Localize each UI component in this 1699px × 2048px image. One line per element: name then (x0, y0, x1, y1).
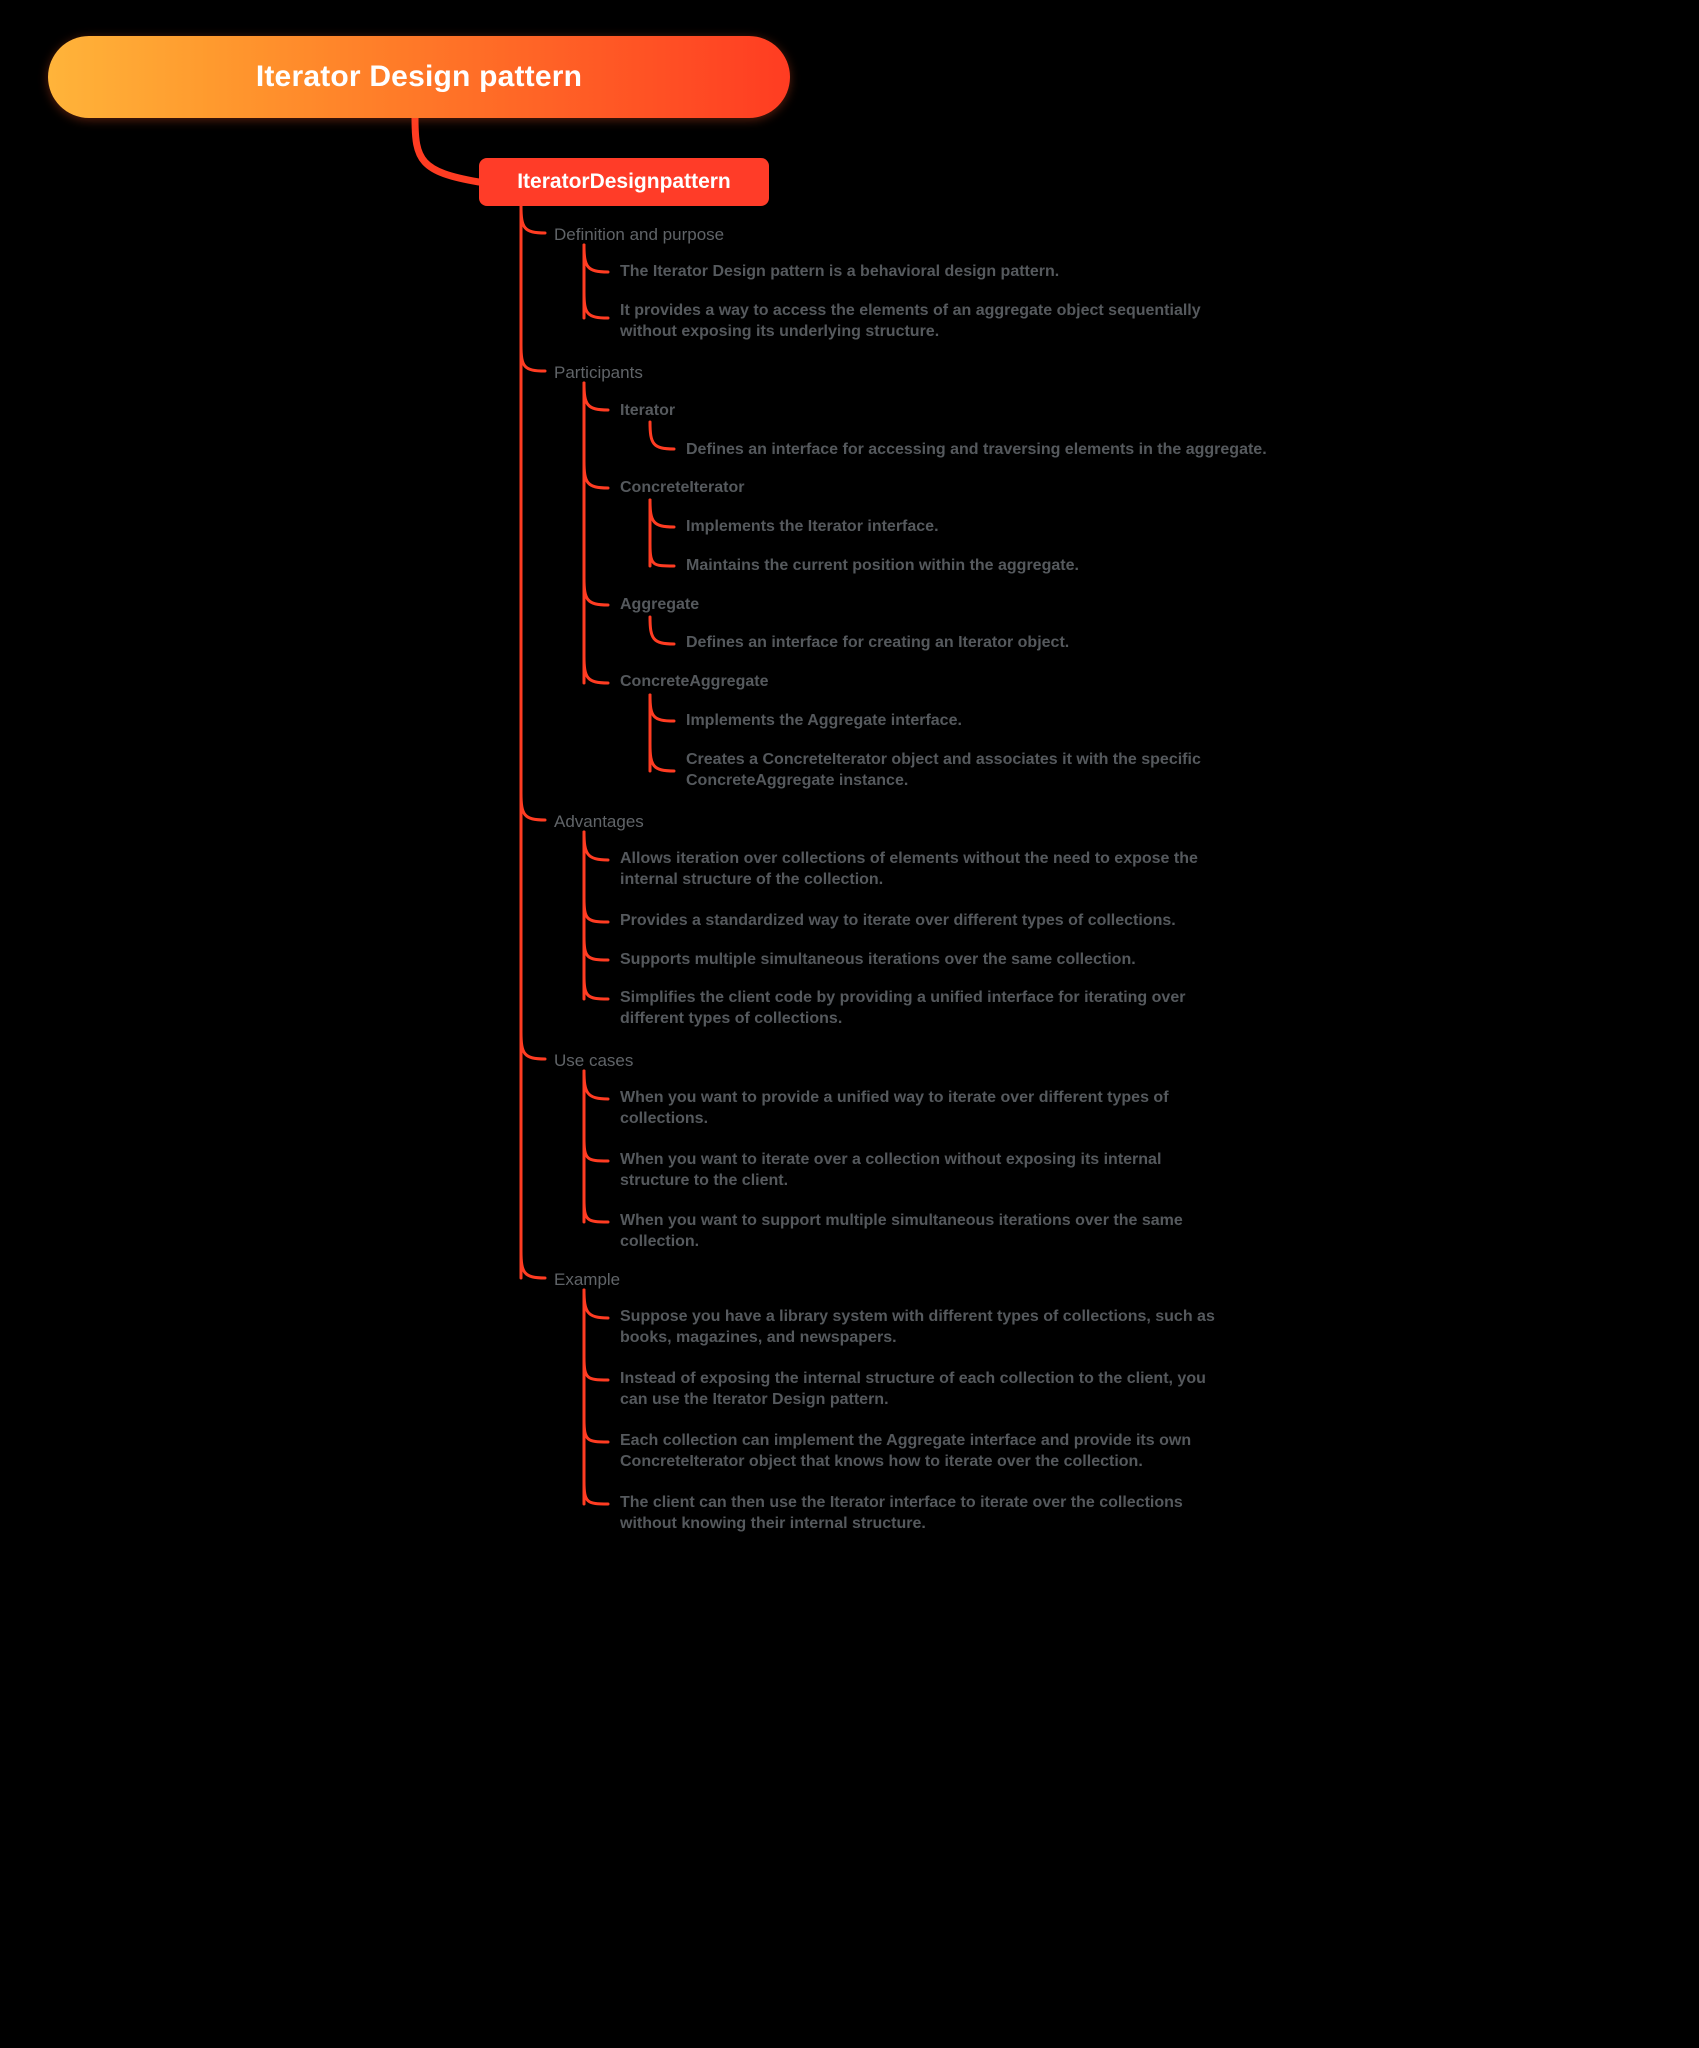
mindmap-node-b1c0d0[interactable]: Defines an interface for accessing and t… (686, 441, 1267, 458)
mindmap-node-b1c0[interactable]: Iterator (620, 402, 676, 419)
mindmap-node-b3c1[interactable]: When you want to iterate over a collecti… (620, 1151, 1162, 1189)
root-node[interactable]: Iterator Design pattern (48, 36, 790, 118)
mindmap-node-b3c0[interactable]: When you want to provide a unified way t… (620, 1089, 1169, 1127)
mindmap-node-b1c3d1[interactable]: Creates a ConcreteIterator object and as… (686, 751, 1201, 789)
level1-node-label: IteratorDesignpattern (517, 170, 731, 193)
mindmap-node-b4c0[interactable]: Suppose you have a library system with d… (620, 1308, 1215, 1346)
mindmap-node-b2c1[interactable]: Provides a standardized way to iterate o… (620, 912, 1176, 929)
level1-node[interactable]: IteratorDesignpattern (479, 158, 769, 206)
mindmap-node-b1c1d0[interactable]: Implements the Iterator interface. (686, 518, 939, 535)
mindmap-node-b0[interactable]: Definition and purpose (554, 225, 725, 244)
mindmap-node-b4c3[interactable]: The client can then use the Iterator int… (620, 1494, 1183, 1532)
mindmap-node-b0c1[interactable]: It provides a way to access the elements… (620, 302, 1201, 340)
mindmap-node-b3[interactable]: Use cases (554, 1051, 634, 1070)
mindmap-node-b2c3[interactable]: Simplifies the client code by providing … (620, 989, 1186, 1027)
mindmap-node-b1c3[interactable]: ConcreteAggregate (620, 673, 769, 690)
mindmap-node-b1[interactable]: Participants (554, 363, 643, 382)
mindmap-node-b2c0[interactable]: Allows iteration over collections of ele… (620, 850, 1198, 888)
mindmap-node-b2c2[interactable]: Supports multiple simultaneous iteration… (620, 951, 1136, 968)
mindmap-node-b1c2[interactable]: Aggregate (620, 596, 700, 613)
mindmap-node-b1c1d1[interactable]: Maintains the current position within th… (686, 557, 1079, 574)
root-node-label: Iterator Design pattern (255, 60, 583, 93)
mindmap-node-b4c1[interactable]: Instead of exposing the internal structu… (620, 1370, 1206, 1408)
mindmap-node-b2[interactable]: Advantages (554, 812, 644, 831)
mindmap-node-b1c1[interactable]: ConcreteIterator (620, 479, 745, 496)
mindmap-node-b0c0[interactable]: The Iterator Design pattern is a behavio… (620, 263, 1060, 280)
mindmap-node-b4c2[interactable]: Each collection can implement the Aggreg… (620, 1432, 1192, 1470)
mindmap-node-b4[interactable]: Example (554, 1270, 621, 1289)
mindmap-node-b3c2[interactable]: When you want to support multiple simult… (620, 1212, 1183, 1250)
mindmap-node-b1c3d0[interactable]: Implements the Aggregate interface. (686, 712, 962, 729)
mindmap-node-b1c2d0[interactable]: Defines an interface for creating an Ite… (686, 634, 1070, 651)
